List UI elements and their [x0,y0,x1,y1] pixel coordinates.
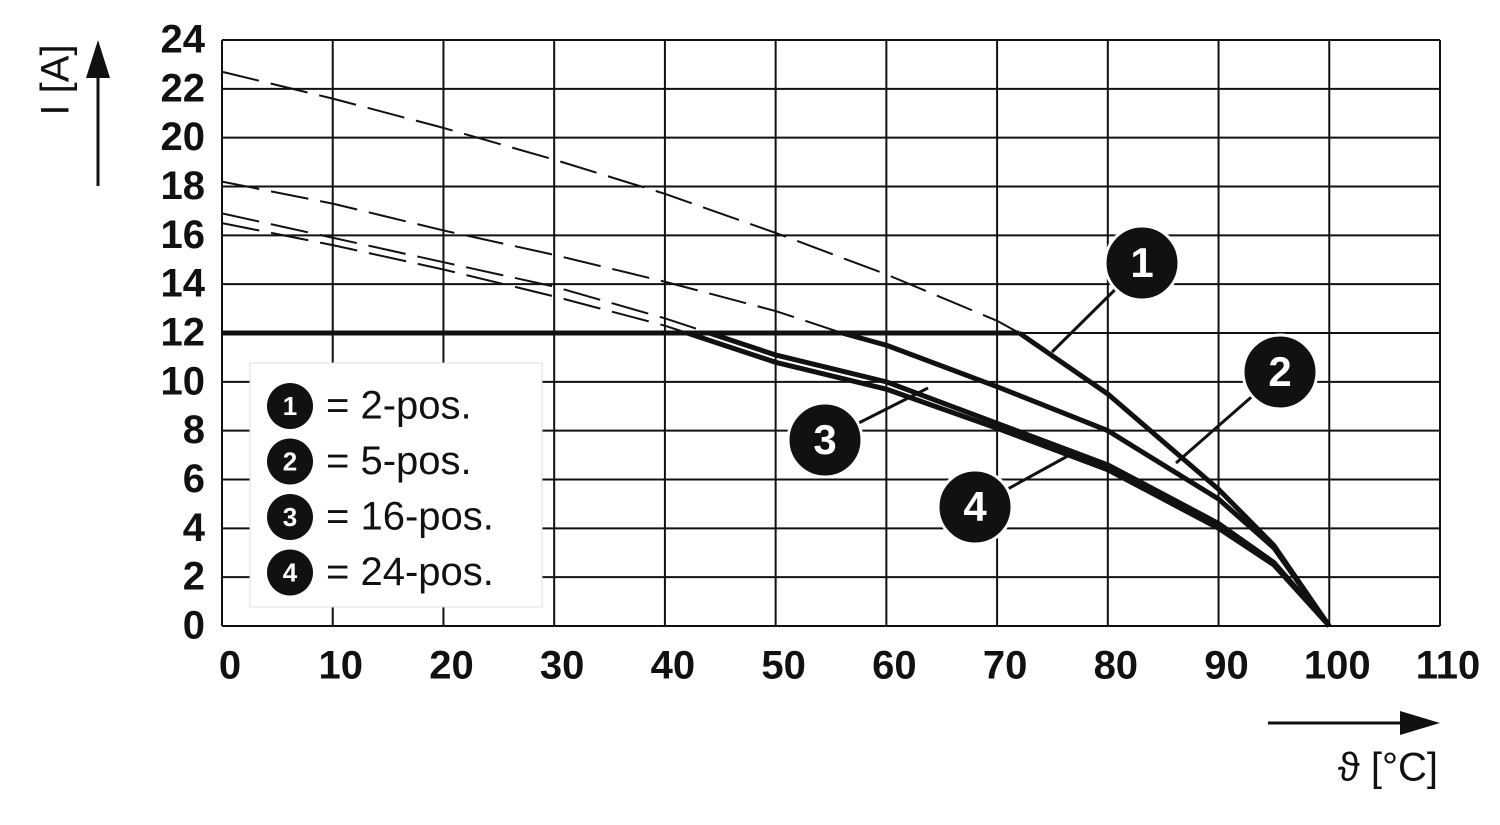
y-tick-label: 12 [161,311,206,355]
x-tick-label: 10 [318,644,363,688]
callout-label: 3 [813,416,836,463]
callout-badge [786,401,864,479]
legend-marker-label: 2 [283,446,297,476]
x-tick-label: 0 [219,644,241,688]
legend-marker [267,549,313,596]
y-tick-label: 24 [161,18,206,62]
x-tick-label: 60 [872,644,917,688]
y-tick-label: 10 [161,359,206,403]
y-tick-label: 0 [183,604,205,648]
dashed-curve [221,70,1020,334]
x-tick-label: 40 [651,644,696,688]
x-arrow-head [1400,711,1440,735]
x-axis-label: ϑ [°C] [1338,746,1438,790]
y-tick-label: 14 [161,262,206,306]
y-tick-label: 16 [161,213,206,257]
x-tick-label: 80 [1094,644,1139,688]
legend-label: = 16-pos. [326,495,494,539]
legend-label: = 2-pos. [326,384,472,428]
y-tick-label: 22 [161,66,206,110]
y-tick-label: 2 [183,555,205,599]
y-tick-label: 4 [183,506,206,550]
y-axis-label: I [A] [34,44,78,115]
x-tick-label: 70 [983,644,1028,688]
y-tick-label: 18 [161,164,206,208]
callout-label: 1 [1130,239,1153,286]
x-tick-label: 30 [540,644,585,688]
callout-badge [1103,224,1181,302]
y-tick-label: 6 [183,457,205,501]
legend-marker-label: 3 [283,502,297,532]
callout-label: 4 [963,483,987,530]
callout-badge [936,468,1014,546]
dashed-curve [221,222,688,334]
callout-label: 2 [1268,348,1291,395]
derating-curve [841,330,1332,628]
y-arrow-head [86,40,110,78]
y-tick-label: 8 [183,408,205,452]
dashed-curve [221,212,710,334]
y-tick-label: 20 [161,115,206,159]
callout-badge [1241,333,1319,411]
legend-marker [267,494,313,540]
legend-marker [267,438,313,485]
legend-label: = 5-pos. [326,439,472,483]
legend-marker-label: 4 [283,557,298,587]
legend-label: = 24-pos. [326,550,494,594]
x-tick-label: 20 [429,644,474,688]
derating-curve [686,330,1332,628]
dashed-curve [221,180,843,334]
x-tick-label: 100 [1304,644,1371,688]
legend-marker [267,383,313,429]
x-tick-label: 90 [1204,644,1249,688]
x-tick-label: 50 [761,644,806,688]
legend-marker-label: 1 [283,391,297,421]
x-tick-label: 110 [1416,644,1481,688]
